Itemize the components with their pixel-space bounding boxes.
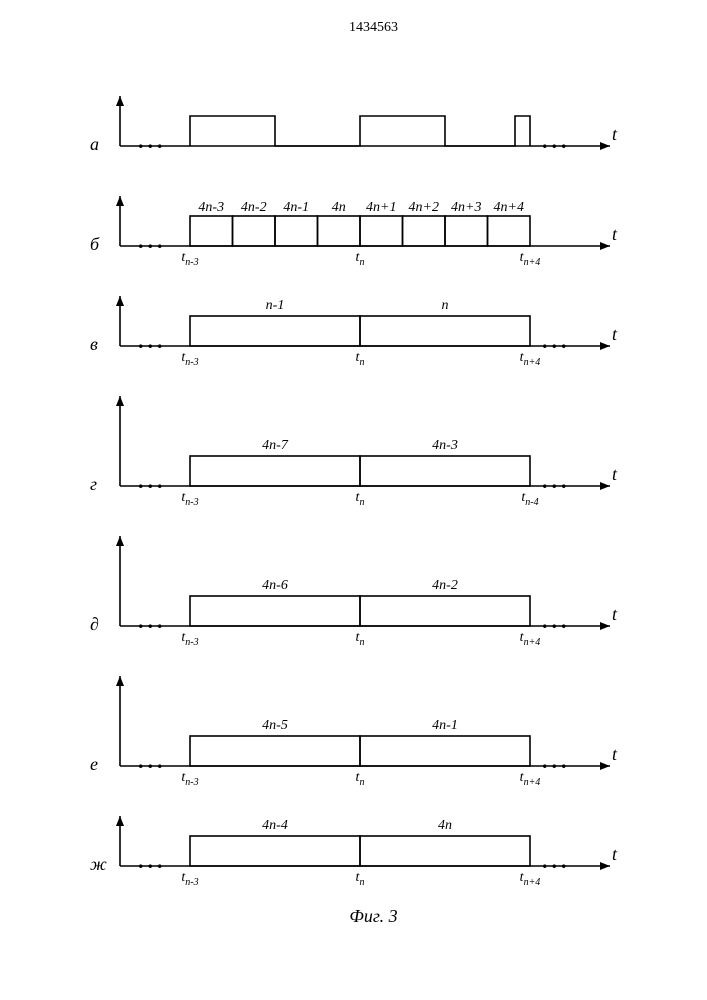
pulse-label: 4n+2 <box>404 200 444 216</box>
row-g: гt......4n-74n-3tn-3tntn-4 <box>120 376 640 516</box>
tick-label: tn-3 <box>170 630 210 648</box>
tick-label: tn+4 <box>510 870 550 888</box>
tick-label: tn-3 <box>170 770 210 788</box>
box-label: 4n-6 <box>245 578 305 594</box>
dots-left: ... <box>138 468 167 494</box>
tick-label: tn <box>340 350 380 368</box>
axis-label-t: t <box>612 844 645 865</box>
tick-label: tn <box>340 250 380 268</box>
dots-right: ... <box>542 128 571 154</box>
row-label-d: ∂ <box>90 614 99 635</box>
axis-label-t: t <box>612 224 645 245</box>
pulse-label: 4n+4 <box>489 200 529 216</box>
axis-label-t: t <box>612 464 645 485</box>
row-label-zh: ж <box>90 854 107 875</box>
dots-left: ... <box>138 128 167 154</box>
row-label-g: г <box>90 474 97 495</box>
tick-label: tn-3 <box>170 350 210 368</box>
axis-label-t: t <box>612 744 645 765</box>
pulse-label: 4n-2 <box>234 200 274 216</box>
tick-label: tn <box>340 770 380 788</box>
page-number: 1434563 <box>20 20 707 36</box>
box-label: 4n-4 <box>245 818 305 834</box>
row-d: ∂t......4n-64n-2tn-3tntn+4 <box>120 516 640 656</box>
timing-diagram: аt...... бt...4n-34n-24n-14n4n+14n+24n+3… <box>120 76 640 896</box>
tick-label: tn-3 <box>170 250 210 268</box>
box-label: 4n-1 <box>415 718 475 734</box>
row-label-b: б <box>90 234 99 255</box>
box-label: 4n-2 <box>415 578 475 594</box>
dots-left: ... <box>138 328 167 354</box>
box-label: 4n <box>415 818 475 834</box>
tick-label: tn-3 <box>170 490 210 508</box>
dots-left: ... <box>138 848 167 874</box>
tick-label: tn-4 <box>510 490 550 508</box>
box-label: n-1 <box>245 298 305 314</box>
row-v: вt......n-1ntn-3tntn+4 <box>120 276 640 376</box>
pulse-label: 4n <box>319 200 359 216</box>
pulse-label: 4n+1 <box>361 200 401 216</box>
tick-label: tn <box>340 870 380 888</box>
tick-label: tn+4 <box>510 630 550 648</box>
axis-label-t: t <box>612 324 645 345</box>
tick-label: tn+4 <box>510 250 550 268</box>
box-label: 4n-3 <box>415 438 475 454</box>
figure-caption: Фиг. 3 <box>20 906 707 927</box>
tick-label: tn <box>340 630 380 648</box>
dots-left: ... <box>138 748 167 774</box>
axis-label-t: t <box>612 604 645 625</box>
row-label-v: в <box>90 334 98 355</box>
row-label-e: е <box>90 754 98 775</box>
pulse-label: 4n-3 <box>191 200 231 216</box>
row-a: аt...... <box>120 76 640 176</box>
tick-label: tn+4 <box>510 770 550 788</box>
pulse-label: 4n-1 <box>276 200 316 216</box>
dots-left: ... <box>138 228 167 254</box>
row-label-a: а <box>90 134 99 155</box>
box-label: n <box>415 298 475 314</box>
tick-label: tn-3 <box>170 870 210 888</box>
row-zh: жt......4n-44ntn-3tntn+4 <box>120 796 640 896</box>
pulse-label: 4n+3 <box>446 200 486 216</box>
tick-label: tn <box>340 490 380 508</box>
row-b: бt...4n-34n-24n-14n4n+14n+24n+34n+4tn-3t… <box>120 176 640 276</box>
box-label: 4n-7 <box>245 438 305 454</box>
axis-label-t: t <box>612 124 645 145</box>
dots-left: ... <box>138 608 167 634</box>
row-e: еt......4n-54n-1tn-3tntn+4 <box>120 656 640 796</box>
box-label: 4n-5 <box>245 718 305 734</box>
tick-label: tn+4 <box>510 350 550 368</box>
